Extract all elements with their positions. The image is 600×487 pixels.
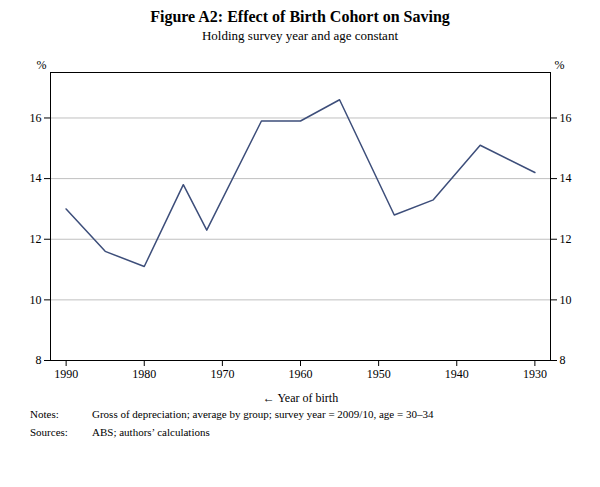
svg-text:8: 8: [36, 353, 42, 367]
svg-text:1960: 1960: [289, 367, 313, 381]
svg-text:← Year of birth: ← Year of birth: [263, 391, 338, 405]
html-text:Notes:: Notes:: [30, 408, 59, 420]
svg-text:10: 10: [560, 293, 572, 307]
svg-text:1990: 1990: [54, 367, 78, 381]
svg-text:14: 14: [560, 171, 572, 185]
svg-text:1970: 1970: [210, 367, 234, 381]
svg-text:1980: 1980: [132, 367, 156, 381]
html-text:Holding survey year and age co: Holding survey year and age constant: [202, 28, 398, 43]
svg-text:16: 16: [560, 111, 572, 125]
svg-text:14: 14: [30, 171, 42, 185]
svg-text:10: 10: [30, 293, 42, 307]
svg-text:1950: 1950: [367, 367, 391, 381]
svg-text:16: 16: [30, 111, 42, 125]
svg-text:1930: 1930: [523, 367, 547, 381]
svg-text:%: %: [555, 58, 565, 72]
svg-text:1940: 1940: [445, 367, 469, 381]
html-text:Gross of depreciation; average: Gross of depreciation; average by group;…: [92, 408, 434, 420]
html-text:Sources:: Sources:: [30, 426, 68, 438]
svg-text:8: 8: [560, 353, 566, 367]
html-text:ABS; authors’ calculations: ABS; authors’ calculations: [92, 426, 210, 438]
svg-text:%: %: [37, 58, 47, 72]
html-text:Figure A2: Effect of Birth Coh: Figure A2: Effect of Birth Cohort on Sav…: [150, 8, 450, 25]
svg-text:12: 12: [30, 232, 42, 246]
svg-text:12: 12: [560, 232, 572, 246]
